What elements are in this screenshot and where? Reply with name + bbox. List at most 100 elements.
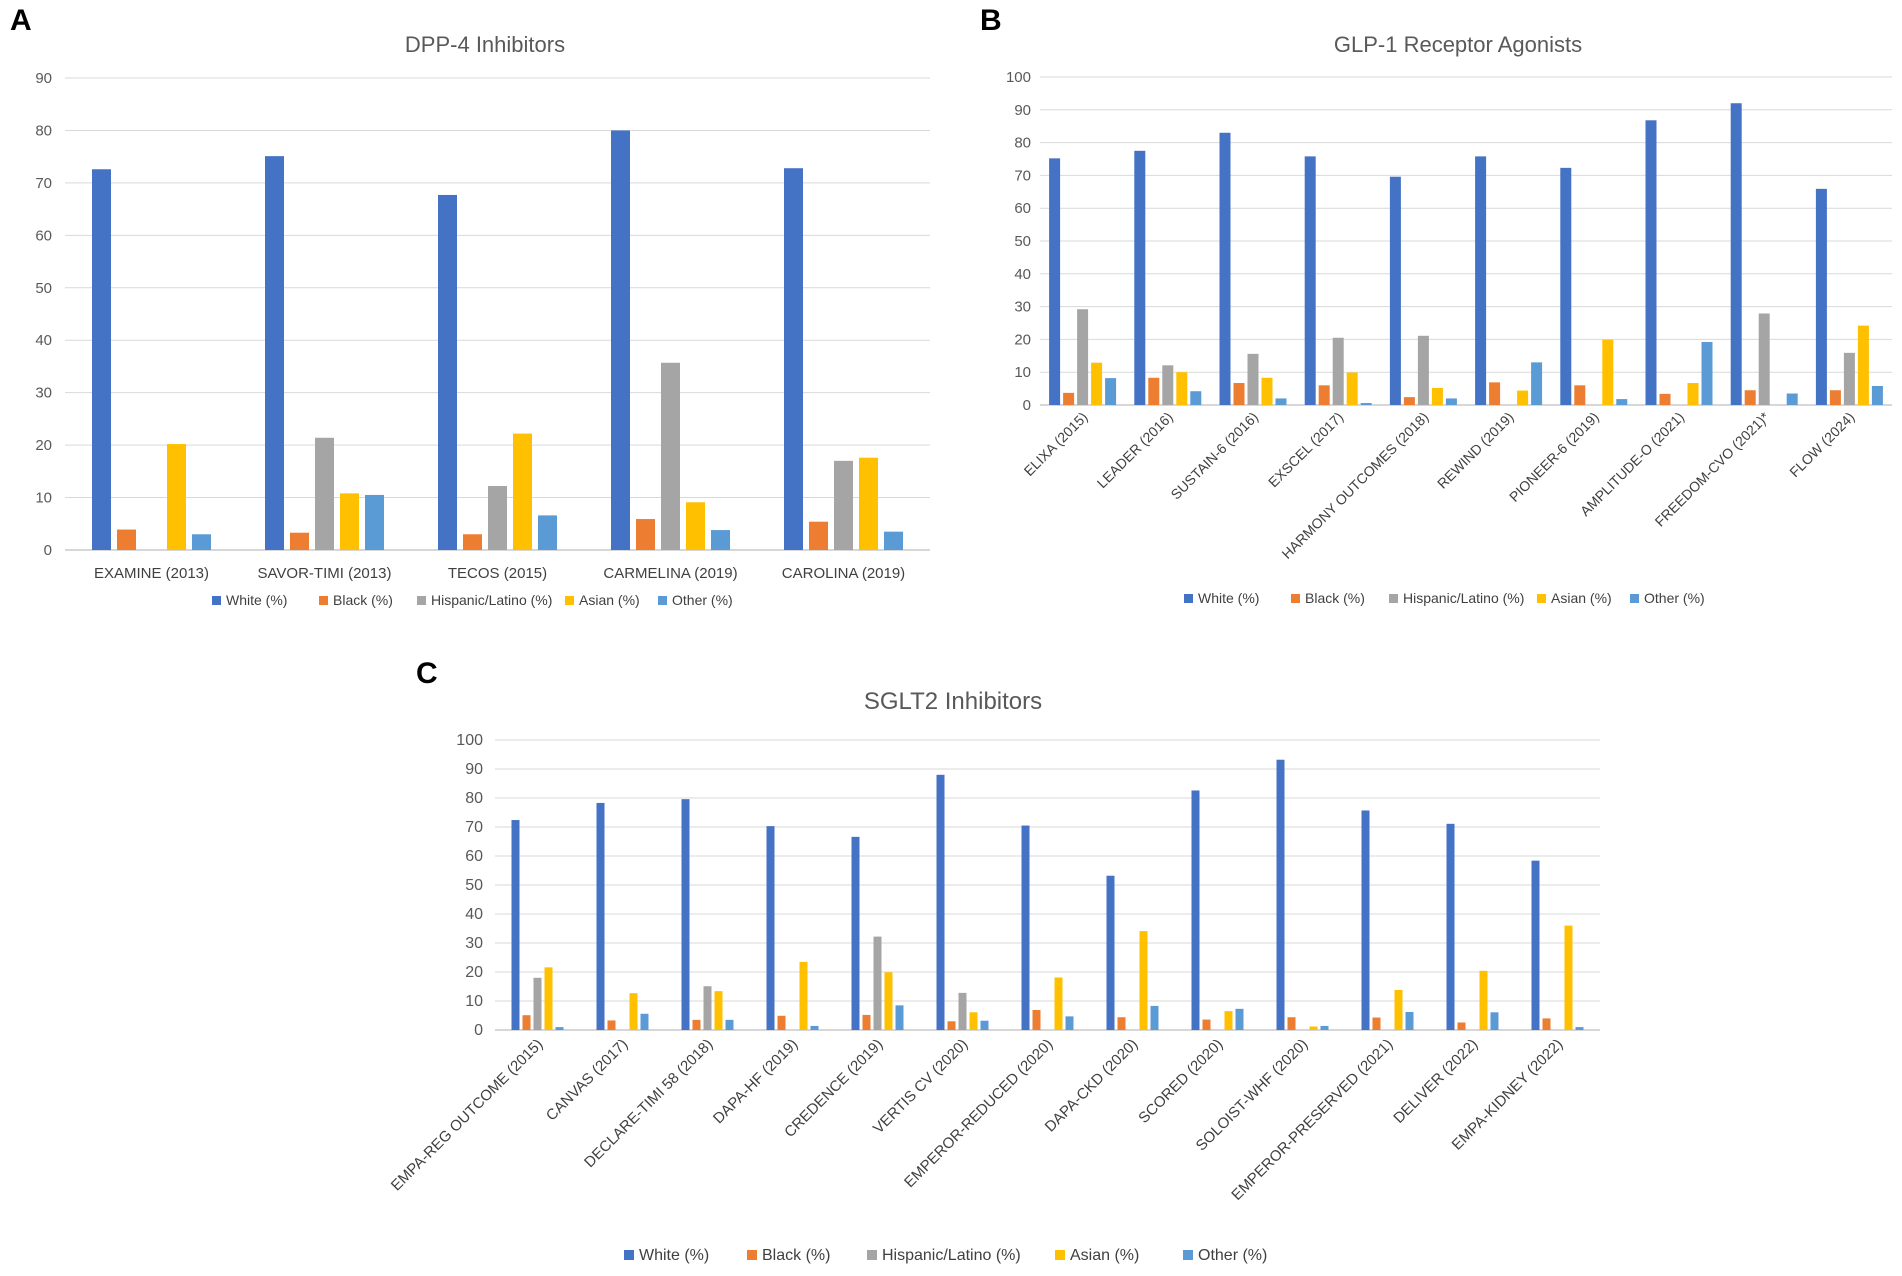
category-label: EXSCEL (2017) [1265, 409, 1346, 490]
bar-asian-carolina-2019 [859, 457, 878, 550]
legend-swatch-white [212, 596, 221, 605]
bar-other-harmony-outcomes-2018 [1445, 398, 1457, 405]
category-label: HARMONY OUTCOMES (2018) [1278, 409, 1431, 562]
bar-black-emperor-preserved-2021 [1372, 1017, 1381, 1030]
bar-other-freedom-cvo-2021 [1786, 393, 1798, 405]
bar-white-canvas-2017 [596, 802, 605, 1030]
bar-other-empa-kidney-2022 [1575, 1027, 1584, 1030]
bar-hispanic-latino-freedom-cvo-2021 [1758, 313, 1770, 405]
y-tick-label: 50 [35, 280, 52, 297]
bar-asian-scored-2020 [1224, 1011, 1233, 1030]
chart-panel-a: A DPP-4 Inhibitors 0 10 20 30 40 50 60 70 80 90 EXAM… [10, 4, 930, 608]
bar-white-examine-2013 [92, 169, 111, 550]
legend-swatch-black [1291, 594, 1300, 603]
y-tick-label: 0 [44, 542, 52, 559]
y-tick-label: 40 [465, 906, 483, 923]
bar-black-carolina-2019 [809, 521, 828, 550]
bar-hispanic-latino-vertis-cv-2020 [958, 992, 967, 1030]
bar-asian-canvas-2017 [629, 993, 638, 1030]
legend-swatch-asian [1537, 594, 1546, 603]
bar-white-dapa-ckd-2020 [1106, 875, 1115, 1030]
bar-black-dapa-hf-2019 [777, 1015, 786, 1030]
bar-white-leader-2016 [1134, 150, 1146, 405]
y-tick-label: 50 [1014, 233, 1031, 250]
legend-label: Asian (%) [1070, 1247, 1139, 1264]
legend-swatch-black [747, 1250, 757, 1260]
bar-other-savor-timi-2013 [365, 494, 384, 550]
legend-swatch-black [319, 596, 328, 605]
y-tick-label: 30 [35, 385, 52, 402]
bar-white-carolina-2019 [784, 168, 803, 550]
bar-asian-emperor-reduced-2020 [1054, 977, 1063, 1030]
bar-asian-tecos-2015 [513, 433, 532, 550]
bar-black-empa-reg-outcome-2015 [522, 1015, 531, 1030]
bar-asian-leader-2016 [1176, 372, 1188, 405]
bar-other-sustain-6-2016 [1275, 398, 1287, 405]
bar-white-emperor-preserved-2021 [1361, 810, 1370, 1030]
bar-other-leader-2016 [1190, 391, 1202, 405]
legend-swatch-white [624, 1250, 634, 1260]
legend-label: Other (%) [1644, 590, 1705, 606]
y-tick-label: 40 [1014, 266, 1031, 283]
bar-white-scored-2020 [1191, 790, 1200, 1030]
bar-black-amplitude-o-2021 [1659, 393, 1671, 405]
legend-swatch-white [1184, 594, 1193, 603]
bar-white-carmelina-2019 [611, 130, 630, 550]
category-label: TECOS (2015) [448, 565, 547, 582]
bar-hispanic-latino-flow-2024 [1843, 352, 1855, 405]
bar-asian-harmony-outcomes-2018 [1431, 387, 1443, 405]
bar-white-amplitude-o-2021 [1645, 120, 1657, 406]
bar-black-carmelina-2019 [636, 519, 655, 550]
panel-letter: A [10, 4, 32, 37]
bar-black-harmony-outcomes-2018 [1403, 397, 1415, 405]
y-tick-label: 60 [35, 227, 52, 244]
bar-black-elixa-2015 [1063, 392, 1075, 405]
bar-black-flow-2024 [1829, 390, 1841, 405]
legend-swatch-hispanic-latino [867, 1250, 877, 1260]
legend-swatch-hispanic-latino [1389, 594, 1398, 603]
bar-asian-deliver-2022 [1479, 970, 1488, 1030]
bar-black-emperor-reduced-2020 [1032, 1009, 1041, 1030]
bar-other-vertis-cv-2020 [980, 1020, 989, 1030]
bar-other-flow-2024 [1871, 385, 1883, 405]
bar-other-elixa-2015 [1105, 378, 1117, 405]
legend-swatch-other [1630, 594, 1639, 603]
bar-asian-elixa-2015 [1091, 362, 1103, 405]
bar-black-canvas-2017 [607, 1020, 616, 1030]
y-tick-label: 30 [1014, 299, 1031, 316]
y-tick-label: 20 [1014, 331, 1031, 348]
y-tick-label: 0 [474, 1022, 483, 1039]
bar-asian-dapa-hf-2019 [799, 961, 808, 1030]
bar-white-harmony-outcomes-2018 [1389, 176, 1401, 405]
legend-label: Black (%) [333, 592, 393, 608]
legend-label: White (%) [226, 592, 287, 608]
category-label: SAVOR-TIMI (2013) [258, 565, 392, 582]
category-label: EMPEROR-REDUCED (2020) [901, 1036, 1056, 1191]
category-label: EXAMINE (2013) [94, 565, 209, 582]
bar-other-rewind-2019 [1531, 362, 1543, 405]
bar-hispanic-latino-leader-2016 [1162, 365, 1174, 405]
bar-black-empa-kidney-2022 [1542, 1018, 1551, 1030]
bar-other-dapa-ckd-2020 [1150, 1005, 1159, 1030]
bar-other-pioneer-6-2019 [1616, 399, 1628, 405]
bar-black-leader-2016 [1148, 377, 1160, 405]
y-tick-label: 80 [35, 122, 52, 139]
bar-asian-empa-reg-outcome-2015 [544, 967, 553, 1030]
bar-other-scored-2020 [1235, 1008, 1244, 1030]
bar-hispanic-latino-tecos-2015 [488, 486, 507, 550]
bar-black-scored-2020 [1202, 1019, 1211, 1030]
legend-label: Black (%) [1305, 590, 1365, 606]
bar-asian-exscel-2017 [1346, 372, 1358, 405]
bar-hispanic-latino-empa-reg-outcome-2015 [533, 977, 542, 1030]
bar-black-sustain-6-2016 [1233, 383, 1245, 405]
bar-hispanic-latino-elixa-2015 [1077, 309, 1089, 405]
bar-black-pioneer-6-2019 [1574, 385, 1586, 405]
bar-hispanic-latino-credence-2019 [873, 936, 882, 1030]
bar-hispanic-latino-carmelina-2019 [661, 362, 680, 550]
legend-label: Asian (%) [1551, 590, 1612, 606]
bar-other-examine-2013 [192, 534, 211, 550]
bar-white-pioneer-6-2019 [1560, 167, 1572, 405]
bar-other-canvas-2017 [640, 1013, 649, 1030]
bar-other-credence-2019 [895, 1005, 904, 1030]
